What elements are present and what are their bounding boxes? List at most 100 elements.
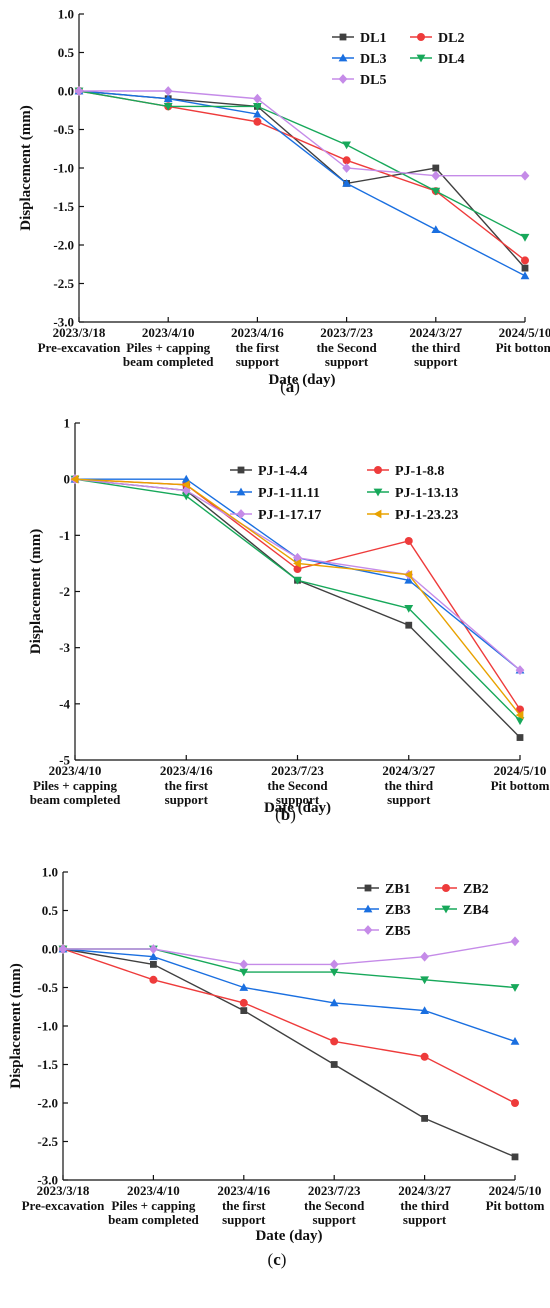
x-tick-date: 2024/3/27 <box>409 325 462 340</box>
x-tick-stage: support <box>387 792 431 807</box>
x-tick-date: 2024/5/10 <box>489 1183 542 1198</box>
data-point-ZB3 <box>149 952 158 961</box>
data-point-DL3 <box>163 94 173 103</box>
series-line-ZB1 <box>62 948 516 1158</box>
data-point-ZB3 <box>239 983 249 991</box>
data-point-PJ-1-8.8 <box>293 565 302 574</box>
y-tick-label: 0.0 <box>58 84 74 99</box>
data-point-DL2 <box>342 156 351 165</box>
y-tick-label: -2 <box>59 584 70 599</box>
series-ZB5 <box>58 936 520 970</box>
legend-label-PJ-1-13.13: PJ-1-13.13 <box>395 486 458 501</box>
x-tick-stage: beam completed <box>123 354 214 369</box>
legend-label-DL2: DL2 <box>438 31 464 46</box>
series-PJ-1-11.11 <box>70 474 525 674</box>
data-point-DL5 <box>520 170 530 181</box>
legend-label-DL3: DL3 <box>360 52 386 67</box>
x-tick-date: 2023/4/10 <box>49 763 102 778</box>
series-line-DL3 <box>78 90 526 277</box>
legend-label-ZB2: ZB2 <box>463 882 489 897</box>
legend-label-DL4: DL4 <box>438 52 464 67</box>
y-axis-label: Displacement (mm) <box>28 529 44 654</box>
data-point-PJ-1-13.13 <box>404 604 414 613</box>
data-point-ZB2 <box>330 1037 339 1046</box>
legend-label-PJ-1-11.11: PJ-1-11.11 <box>258 486 320 501</box>
legend: ZB1 ZB2 ZB3 ZB4 ZB5 <box>357 882 489 939</box>
data-point-DL3 <box>520 271 530 280</box>
data-point-ZB4 <box>510 984 520 992</box>
series-line-DL4 <box>78 90 526 238</box>
data-point-PJ-1-13.13 <box>293 576 302 585</box>
panel-caption-letter: b <box>281 805 290 824</box>
data-point-PJ-1-23.23 <box>515 710 524 720</box>
data-point-DL1 <box>432 164 440 172</box>
x-tick-stage: the third <box>384 778 434 793</box>
data-point-DL4 <box>342 141 351 150</box>
x-axis-label: Date (day) <box>255 1228 322 1244</box>
y-tick-label: -3 <box>59 640 70 655</box>
x-tick-stage: support <box>222 1212 266 1227</box>
y-tick-label: 1.0 <box>58 7 74 22</box>
chart-panel-c: 1.0 0.5 0.0 -0.5 -1.0 -1.5 -2.0 -2.5 -3.02023/3/… <box>8 865 545 1270</box>
y-tick-label: -2.5 <box>53 276 74 291</box>
x-tick-date: 2024/5/10 <box>499 325 550 340</box>
y-tick-label: -0.5 <box>53 122 74 137</box>
x-tick-date: 2023/4/10 <box>127 1183 180 1198</box>
data-point-DL4 <box>431 187 441 196</box>
y-tick-label: -3.0 <box>37 1173 58 1188</box>
series-DL4 <box>74 87 530 242</box>
series-PJ-1-23.23 <box>70 474 524 720</box>
chart-panel-a: 1.0 0.5 0.0 -0.5 -1.0 -1.5 -2.0 -2.5 -3.02023/3/… <box>18 7 550 397</box>
data-point-DL5 <box>163 86 173 96</box>
data-point-ZB5 <box>329 959 339 970</box>
data-point-DL5 <box>342 163 351 173</box>
x-tick-stage: Pre-excavation <box>38 340 122 355</box>
legend-label-ZB4: ZB4 <box>463 903 489 918</box>
x-tick-stage: support <box>403 1212 447 1227</box>
legend-label-PJ-1-23.23: PJ-1-23.23 <box>395 508 458 523</box>
data-point-ZB2 <box>420 1052 429 1061</box>
legend-label-ZB5: ZB5 <box>385 924 411 939</box>
panel-caption-letter: c <box>273 1250 281 1269</box>
data-point-ZB2 <box>149 975 158 984</box>
x-tick-stage: beam completed <box>30 792 121 807</box>
legend: DL1 DL2 DL3 DL4 DL5 <box>332 31 464 88</box>
y-tick-label: -1.5 <box>37 1057 58 1072</box>
y-tick-label: -2.5 <box>37 1134 58 1149</box>
data-point-DL1 <box>521 264 529 272</box>
legend-label-DL5: DL5 <box>360 73 386 88</box>
legend-marker-PJ-1-8.8 <box>374 466 382 474</box>
data-point-DL2 <box>521 256 529 265</box>
x-tick-stage: Pit bottom <box>486 1198 545 1213</box>
x-tick-date: 2023/3/18 <box>53 325 106 340</box>
y-tick-label: -2.0 <box>37 1096 58 1111</box>
data-point-ZB3 <box>420 1006 429 1014</box>
data-point-DL2 <box>253 117 262 126</box>
x-tick-stage: support <box>276 792 320 807</box>
legend-marker-DL5 <box>338 74 348 84</box>
series-line-ZB5 <box>63 940 516 966</box>
x-tick-stage: Pit bottom <box>491 778 550 793</box>
x-tick-stage: the third <box>411 340 461 355</box>
series-PJ-1-17.17 <box>70 474 525 676</box>
x-tick-stage: the Second <box>267 778 328 793</box>
legend-marker-ZB3 <box>363 904 373 913</box>
data-point-DL4 <box>163 103 173 111</box>
x-tick-date: 2024/5/10 <box>494 763 547 778</box>
series-DL5 <box>74 86 530 181</box>
x-tick-stage: the first <box>222 1198 266 1213</box>
data-point-ZB3 <box>510 1037 520 1045</box>
y-tick-label: -4 <box>59 696 70 711</box>
y-tick-label: 0 <box>64 472 71 487</box>
legend-label-DL1: DL1 <box>360 31 386 46</box>
y-tick-label: 1 <box>64 416 71 431</box>
data-point-PJ-1-13.13 <box>515 717 525 726</box>
data-point-DL5 <box>74 86 84 96</box>
x-tick-date: 2023/4/16 <box>160 763 213 778</box>
x-tick-stage: the first <box>236 340 280 355</box>
data-point-PJ-1-8.8 <box>404 536 413 545</box>
x-tick-stage: the third <box>400 1198 450 1213</box>
y-axis-label: Displacement (mm) <box>18 105 34 230</box>
y-tick-label: -3.0 <box>53 315 74 330</box>
